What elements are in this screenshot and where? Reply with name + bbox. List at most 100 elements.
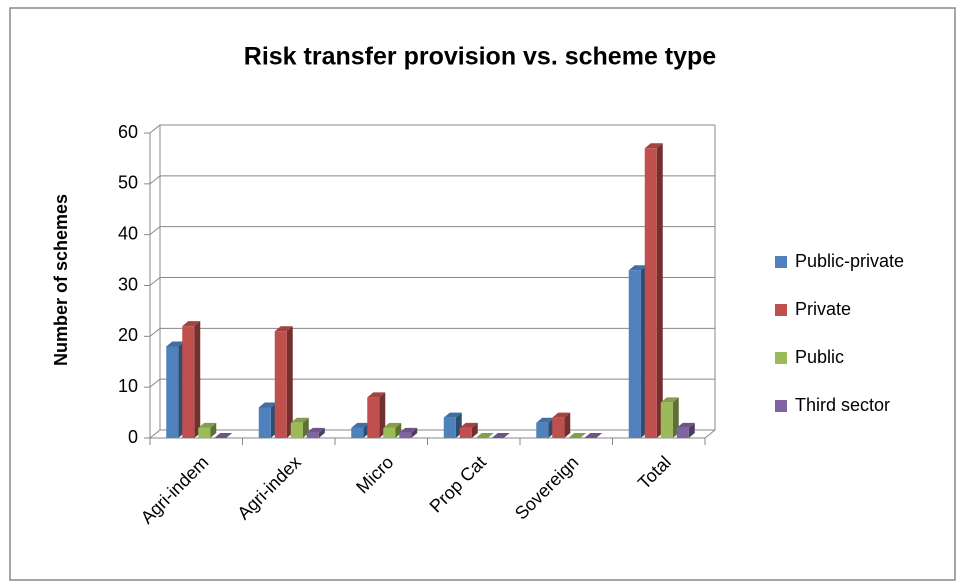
grid-line (149, 124, 715, 134)
bar (399, 427, 418, 438)
bar (536, 417, 555, 438)
bar-front (628, 270, 641, 438)
bar-side (688, 422, 695, 438)
bar-front (351, 427, 364, 438)
bar (459, 422, 478, 438)
bar-top (166, 341, 185, 347)
bar (290, 417, 309, 438)
bar-side (210, 422, 217, 438)
bar (660, 397, 679, 438)
legend-label: Public-private (795, 251, 904, 271)
legend-swatch (775, 400, 787, 412)
y-axis-label: Number of schemes (51, 194, 71, 366)
bar-front (644, 148, 657, 438)
bar (166, 341, 185, 438)
legend-swatch (775, 304, 787, 316)
bar-front (258, 407, 271, 438)
legend-label: Public (795, 347, 844, 367)
legend-swatch (775, 256, 787, 268)
bar-front (182, 326, 195, 438)
y-tick-label: 30 (118, 274, 138, 294)
bar-front (306, 432, 319, 438)
bar (306, 427, 325, 438)
bar-top (383, 422, 402, 428)
bar-top (367, 392, 386, 398)
bar-top (536, 417, 555, 423)
y-tick-label: 20 (118, 325, 138, 345)
bar-top (214, 433, 233, 438)
chart-frame (9, 7, 956, 581)
legend-label: Private (795, 299, 851, 319)
bar-top (258, 402, 277, 408)
grid-line (149, 175, 715, 185)
grid-line (149, 327, 715, 337)
grid-line (149, 429, 715, 439)
bar-front (459, 427, 472, 438)
bar-front (198, 427, 211, 438)
bar-front (676, 427, 689, 438)
bar (491, 433, 510, 438)
floor-right-edge (704, 429, 716, 439)
y-tick-label: 10 (118, 376, 138, 396)
bar (568, 433, 587, 438)
bar-top (676, 422, 695, 428)
grid-line (149, 277, 715, 286)
bar-top (290, 417, 309, 423)
bar-side (318, 427, 325, 438)
legend-label: Third sector (795, 395, 890, 415)
bar-top (306, 427, 325, 433)
bar (182, 321, 201, 438)
bar (367, 392, 386, 438)
y-tick-label: 0 (128, 427, 138, 447)
bar-side (564, 412, 571, 438)
bar-top (274, 326, 293, 332)
bar-front (399, 432, 412, 438)
bar (274, 326, 293, 438)
bar-front (552, 417, 565, 438)
bar-top (491, 433, 510, 438)
bar (584, 433, 603, 438)
bar-top (644, 143, 663, 149)
bar-front (274, 331, 287, 438)
bar (475, 433, 494, 438)
bar-front (367, 397, 380, 438)
bar-front (166, 346, 179, 438)
bar (214, 433, 233, 438)
bar-side (286, 326, 293, 438)
bar-top (584, 433, 603, 438)
bar (443, 412, 462, 438)
bar-top (459, 422, 478, 428)
y-tick-label: 40 (118, 223, 138, 243)
bar-top (198, 422, 217, 428)
bar-top (443, 412, 462, 418)
bar-side (471, 422, 478, 438)
bar-front (290, 422, 303, 438)
chart-title: Risk transfer provision vs. scheme type (244, 43, 717, 71)
bar-top (628, 265, 647, 271)
y-tick-label: 50 (118, 173, 138, 193)
grid-line (149, 226, 715, 236)
bar (676, 422, 695, 438)
bar-top (351, 422, 370, 428)
y-tick-label: 60 (118, 122, 138, 142)
bar-side (411, 427, 418, 438)
bar-front (383, 427, 396, 438)
grid-line (149, 378, 715, 388)
bar-front (536, 422, 549, 438)
bar (258, 402, 277, 438)
bar-front (660, 402, 673, 438)
bar-top (660, 397, 679, 403)
bar-top (399, 427, 418, 433)
bar (628, 265, 647, 438)
legend-swatch (775, 352, 787, 364)
bar (198, 422, 217, 438)
bar-side (379, 392, 386, 438)
bar (552, 412, 571, 438)
bar-top (552, 412, 571, 418)
bar-front (443, 417, 456, 438)
bar (644, 143, 663, 438)
bar-top (182, 321, 201, 327)
bar-side (656, 143, 663, 438)
